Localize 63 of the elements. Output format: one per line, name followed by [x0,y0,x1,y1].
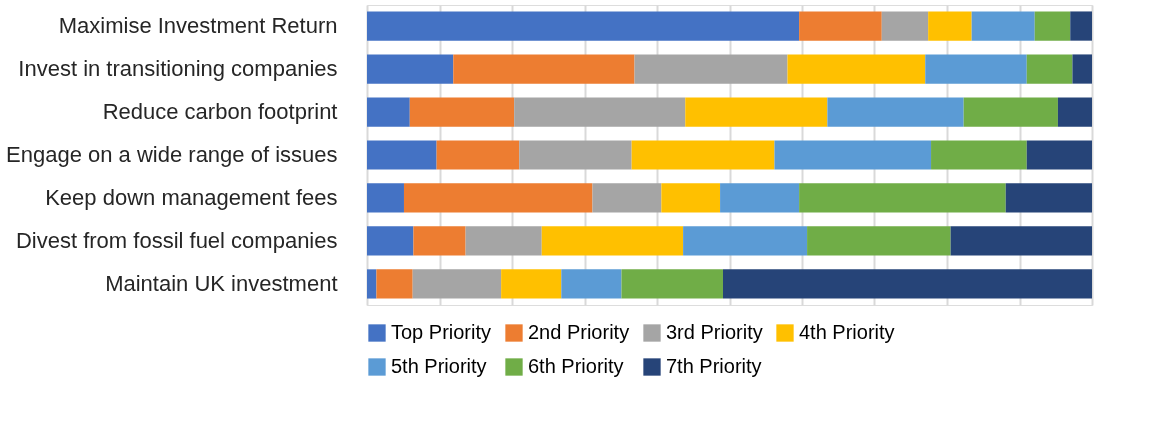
bar [403,183,593,213]
bar [634,54,788,84]
bar [963,97,1058,127]
bar [367,97,410,127]
y-tick-label: Invest in transitioning companies [18,56,338,82]
bar [1072,54,1092,84]
bar [367,54,454,84]
bar [1026,140,1092,170]
legend-label: 6th Priority [528,355,624,377]
bar [799,11,882,41]
legend-label: 4th Priority [799,321,895,343]
bar [367,140,437,170]
bar [720,183,800,213]
bar [465,226,542,256]
legend-label: 7th Priority [666,355,762,377]
bar [436,140,520,170]
bar [1070,11,1092,41]
legend-label: 2nd Priority [528,321,630,343]
bar [412,269,502,299]
legend-label: Top Priority [391,321,492,343]
bar [413,226,466,256]
bar [631,140,775,170]
bar [787,54,926,84]
bar [661,183,721,213]
bar [376,269,413,299]
y-tick-label: Maximise Investment Return [58,13,338,39]
bar [621,269,723,299]
bar [541,226,684,256]
bar [807,226,951,256]
bar [1057,97,1092,127]
bar [409,97,515,127]
bar [501,269,562,299]
bar [453,54,635,84]
bar [1005,183,1092,213]
y-tick-label: Engage on a wide range of issues [6,142,338,167]
bar [722,269,1092,299]
bar [514,97,686,127]
y-tick-label: Divest from fossil fuel companies [15,227,338,253]
bar [683,226,808,256]
bar [561,269,622,299]
bar [1034,11,1071,41]
bar [367,269,377,299]
bar [881,11,929,41]
bar [971,11,1035,41]
bar [1026,54,1073,84]
bar [367,226,414,256]
bar [928,11,972,41]
y-tick-label: Reduce carbon footprint [102,99,338,125]
bar [925,54,1027,84]
bar [367,183,404,213]
bar [592,183,662,213]
bar [799,183,1006,213]
legend-label: 5th Priority [391,355,487,377]
bar [367,11,800,41]
bar [931,140,1027,170]
bar [774,140,932,170]
bar [519,140,632,170]
bar [827,97,964,127]
y-tick-label: Keep down management fees [45,184,338,210]
legend-label: 3rd Priority [666,321,763,343]
bar [950,226,1092,256]
y-tick-label: Maintain UK investment [105,270,338,296]
bar [685,97,828,127]
